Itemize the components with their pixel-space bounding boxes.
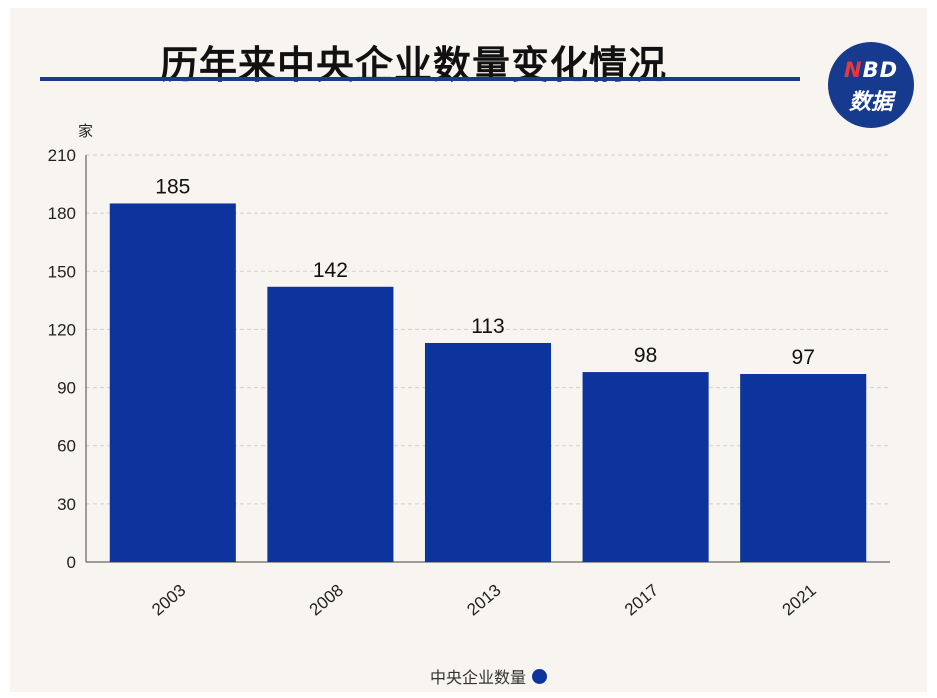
data-label: 97 bbox=[792, 346, 815, 369]
bar-2021 bbox=[740, 374, 867, 562]
bar-2008 bbox=[267, 286, 394, 562]
legend-marker bbox=[532, 668, 548, 684]
x-tick-label: 2003 bbox=[148, 581, 189, 620]
logo-line1: NBD bbox=[843, 58, 899, 82]
data-label: 185 bbox=[155, 175, 190, 198]
y-axis-unit: 家 bbox=[78, 122, 94, 140]
y-tick-label: 120 bbox=[48, 320, 76, 339]
data-label: 113 bbox=[471, 315, 504, 338]
y-tick-label: 0 bbox=[67, 553, 76, 572]
x-tick-label: 2017 bbox=[621, 581, 662, 620]
y-tick-label: 90 bbox=[57, 379, 76, 398]
y-tick-label: 180 bbox=[48, 204, 76, 223]
bar-2003 bbox=[109, 203, 236, 562]
x-tick-label: 2021 bbox=[779, 581, 820, 620]
y-tick-label: 30 bbox=[57, 495, 76, 514]
bar-chart: 0 30 60 90 120 150 180 210 185 2003 142 2008 113 2013… bbox=[48, 146, 890, 620]
y-tick-label: 150 bbox=[48, 262, 76, 281]
bar-2013 bbox=[424, 342, 552, 562]
chart-frame: 历年来中央企业数量变化情况 NBD 数据 家 0 30 60 90 120 150 180 2… bbox=[10, 8, 927, 692]
x-tick-label: 2013 bbox=[463, 581, 504, 620]
bar-2017 bbox=[582, 372, 709, 562]
x-tick-label: 2008 bbox=[306, 581, 347, 620]
legend-label: 中央企业数量 bbox=[430, 668, 527, 687]
data-label: 142 bbox=[313, 259, 348, 282]
legend: 中央企业数量 bbox=[430, 664, 548, 688]
title-underline bbox=[40, 77, 800, 81]
nbd-logo: NBD 数据 bbox=[828, 42, 914, 128]
data-label: 98 bbox=[634, 344, 657, 367]
y-tick-label: 60 bbox=[57, 437, 76, 456]
logo-line2: 数据 bbox=[848, 90, 893, 115]
y-tick-label: 210 bbox=[48, 146, 76, 165]
